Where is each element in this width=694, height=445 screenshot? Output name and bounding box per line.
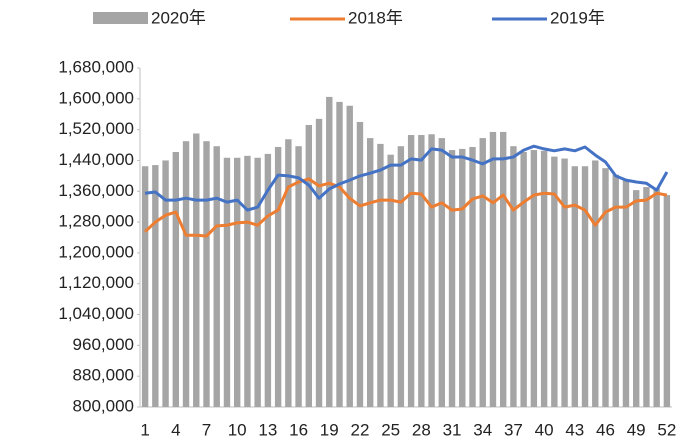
bar: [213, 146, 220, 407]
bar: [653, 188, 660, 407]
bar: [499, 131, 507, 407]
x-tick-label: 28: [412, 420, 431, 439]
bar: [469, 146, 476, 407]
y-tick-label: 1,680,000: [58, 57, 134, 76]
x-tick-label: 22: [351, 420, 370, 439]
bar: [233, 157, 241, 407]
y-tick-label: 960,000: [73, 335, 134, 354]
bar: [387, 154, 394, 407]
bar: [193, 133, 200, 407]
bar: [152, 165, 159, 407]
y-tick-label: 1,600,000: [58, 88, 134, 107]
bar: [663, 195, 671, 407]
bar: [285, 139, 292, 408]
x-tick-label: 25: [381, 420, 400, 439]
bar: [459, 148, 466, 408]
x-tick-label: 37: [504, 420, 523, 439]
x-tick-label: 10: [228, 420, 247, 439]
bar: [551, 156, 558, 407]
bar: [377, 143, 384, 407]
y-tick-label: 1,520,000: [58, 119, 134, 138]
bar: [336, 101, 343, 408]
bar: [162, 160, 169, 407]
bar: [182, 141, 190, 407]
bar: [612, 174, 619, 407]
bar: [622, 179, 630, 407]
x-tick-label: 34: [473, 420, 492, 439]
x-tick-label: 16: [289, 420, 308, 439]
x-tick-label: 1: [140, 420, 149, 439]
x-tick-label: 52: [657, 420, 676, 439]
x-tick-label: 49: [627, 420, 646, 439]
x-tick-label: 7: [202, 420, 211, 439]
legend-label: 2020年: [151, 8, 206, 27]
bar: [141, 166, 149, 407]
x-tick-label: 46: [596, 420, 615, 439]
bar: [632, 190, 640, 407]
x-tick-label: 19: [320, 420, 339, 439]
bar: [520, 151, 527, 407]
bar: [223, 157, 231, 407]
x-tick-label: 43: [565, 420, 584, 439]
bar: [418, 135, 425, 407]
bar: [448, 150, 456, 407]
bar: [397, 146, 405, 407]
bar: [203, 141, 210, 407]
bar: [264, 153, 272, 407]
x-tick-label: 4: [171, 420, 180, 439]
bar: [356, 121, 364, 407]
y-tick-label: 1,040,000: [58, 304, 134, 323]
bar: [643, 187, 650, 407]
bar: [315, 118, 323, 407]
y-tick-label: 1,200,000: [58, 242, 134, 261]
bar: [172, 151, 180, 407]
line: [144, 144, 669, 212]
y-tick-label: 1,440,000: [58, 150, 134, 169]
bar: [254, 157, 261, 407]
bar: [305, 125, 313, 407]
bar: [561, 158, 568, 407]
x-tick-label: 40: [535, 420, 554, 439]
y-tick-label: 880,000: [73, 366, 134, 385]
bar: [407, 135, 415, 407]
legend-swatch: [93, 12, 148, 24]
bar: [602, 168, 609, 407]
x-tick-label: 31: [443, 420, 462, 439]
bar: [479, 138, 486, 407]
bar: [510, 146, 517, 407]
bar: [428, 134, 435, 407]
bar: [540, 150, 548, 408]
y-tick-label: 1,280,000: [58, 212, 134, 231]
y-tick-label: 1,360,000: [58, 181, 134, 200]
bar: [326, 96, 333, 408]
bar: [346, 105, 353, 408]
bar: [366, 138, 374, 407]
legend-label: 2018年: [348, 8, 403, 27]
line: [144, 177, 668, 238]
bar: [295, 146, 302, 407]
legend-label: 2019年: [550, 8, 605, 27]
bar: [530, 150, 538, 407]
y-tick-label: 1,120,000: [58, 273, 134, 292]
bar: [592, 160, 599, 407]
bar: [489, 131, 497, 407]
bar: [244, 155, 251, 407]
bar: [438, 138, 446, 407]
bar: [571, 166, 579, 407]
x-tick-label: 13: [258, 420, 277, 439]
y-tick-label: 800,000: [73, 396, 134, 415]
bar: [274, 146, 282, 407]
bar: [581, 166, 589, 407]
